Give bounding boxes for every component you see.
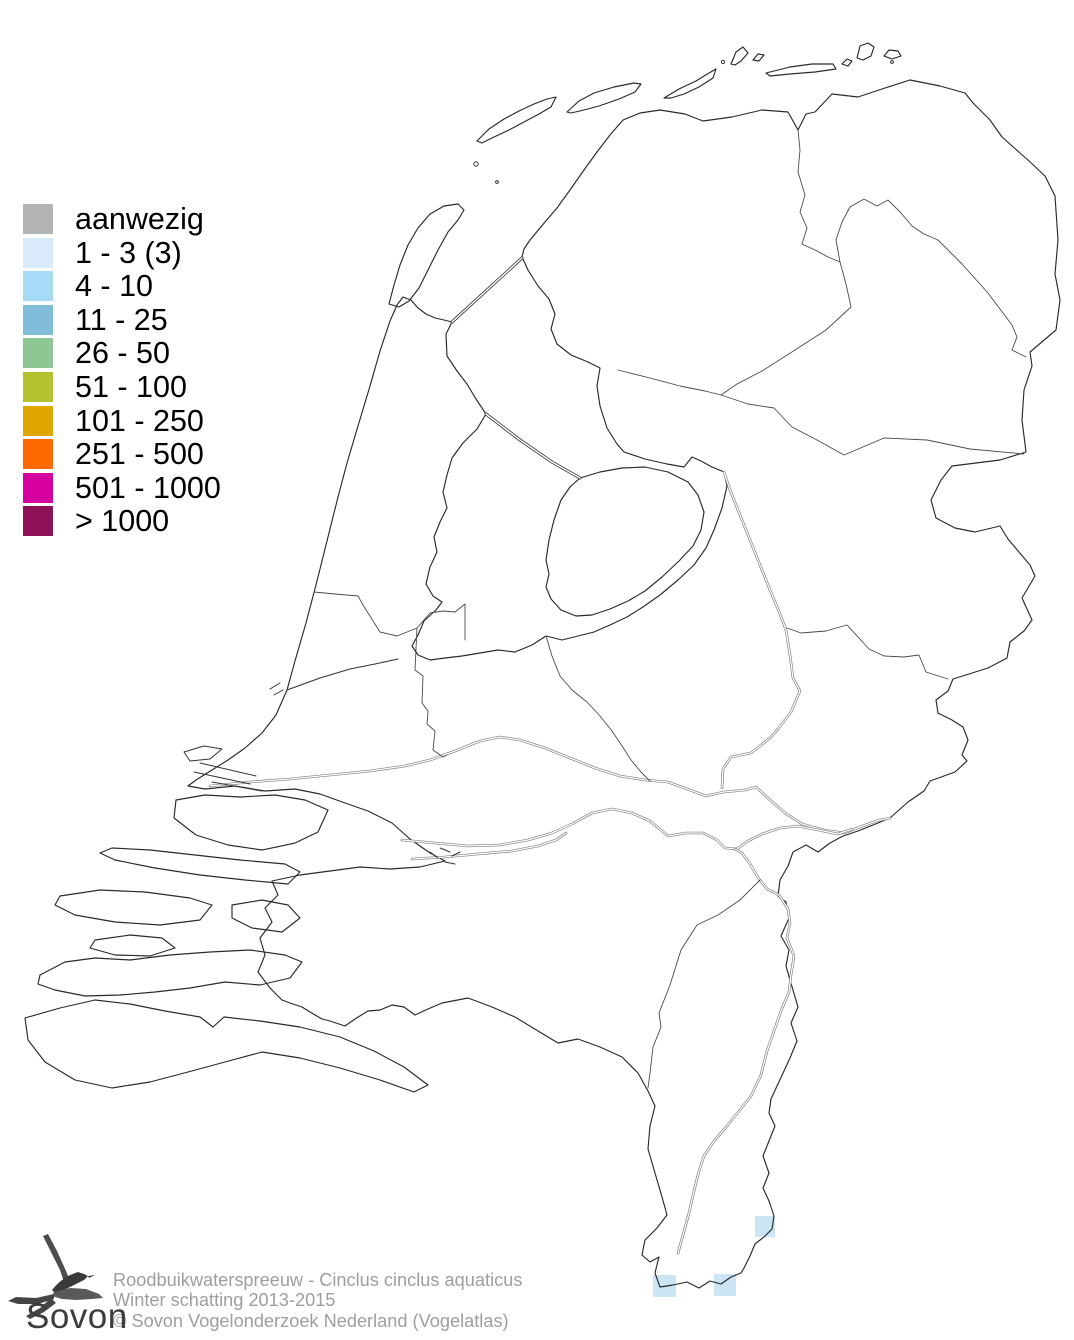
- border-friesland-overijssel: [617, 369, 722, 396]
- island-schouwen: [54, 889, 213, 926]
- legend-swatch: [23, 371, 53, 402]
- border-friesland-groningen: [797, 129, 841, 263]
- coastline-group: [187, 79, 1061, 1289]
- island-rottum: [841, 42, 902, 67]
- islet-dot: [890, 60, 894, 64]
- border-overijssel-gelderland: [786, 624, 949, 680]
- rivers: [208, 470, 892, 1255]
- houtribdijk-core: [485, 413, 581, 479]
- border-drenthe-overijssel: [720, 394, 1025, 456]
- island-terschelling: [566, 82, 642, 114]
- island-ameland: [663, 68, 717, 99]
- legend-item-label: 101 - 250: [75, 403, 204, 438]
- legend-item-label: 251 - 500: [75, 437, 204, 472]
- dikes: [450, 256, 582, 480]
- river-ijssel-core: [721, 471, 801, 789]
- river-maas-core: [677, 848, 795, 1254]
- river-bergsche-maas-core: [411, 832, 567, 860]
- legend-item-label: 26 - 50: [75, 336, 170, 371]
- legend: aanwezig 1 - 3 (3) 4 - 10 11 - 25 26 - 50 51 …: [23, 204, 221, 540]
- island-texel: [388, 203, 465, 308]
- legend-item-label: 1 - 3 (3): [75, 235, 182, 270]
- species-title: Roodbuikwaterspreeuw - Cinclus cinclus a…: [113, 1270, 523, 1290]
- noordzeekanaal: [286, 658, 399, 691]
- houtribdijk: [484, 412, 582, 480]
- legend-item-label: 51 - 100: [75, 369, 187, 404]
- river-maas: [676, 847, 796, 1255]
- river-waal-core: [401, 808, 853, 850]
- islet-dot: [720, 59, 726, 65]
- island-noord-beveland: [89, 934, 176, 957]
- biesbosch-marks: [429, 847, 461, 865]
- legend-item-label: 501 - 1000: [75, 470, 221, 505]
- legend-swatch: [23, 405, 53, 436]
- island-voorne-putten: [173, 794, 329, 851]
- legend-item-label: aanwezig: [75, 202, 204, 236]
- island-schiermonnikoog: [730, 46, 837, 77]
- map-details: [183, 682, 461, 865]
- legend-item: 101 - 250: [23, 403, 221, 438]
- legend-swatch: [23, 237, 53, 268]
- legend-swatch: [23, 204, 53, 234]
- islet-griend: [473, 161, 479, 167]
- legend-item: aanwezig: [23, 204, 221, 234]
- mainland-coastline: [187, 79, 1061, 1289]
- river-lek-rijn: [208, 735, 892, 835]
- border-brabant-limburg: [647, 879, 761, 1089]
- islet-dot: [495, 180, 499, 184]
- ijmuiden-piers: [269, 682, 284, 696]
- legend-item: 251 - 500: [23, 439, 221, 469]
- flevopolder-island: [545, 466, 705, 617]
- copyright-line: © Sovon Vogelonderzoek Nederland (Vogela…: [113, 1310, 509, 1331]
- legend-item-label: 4 - 10: [75, 269, 153, 304]
- legend-swatch: [23, 271, 53, 302]
- legend-item: 51 - 100: [23, 372, 221, 402]
- border-groningen-drenthe: [835, 198, 1027, 358]
- legend-item: 26 - 50: [23, 336, 221, 371]
- sovon-logo: Sovon: [8, 1234, 128, 1336]
- legend-item: 1 - 3 (3): [23, 235, 221, 270]
- island-vlieland: [476, 96, 557, 144]
- island-walcheren-beveland: [37, 949, 303, 997]
- legend-item: 11 - 25: [23, 305, 221, 335]
- border-utrecht-east: [545, 635, 651, 782]
- atlas-cell: [714, 1274, 736, 1296]
- legend-item: 4 - 10: [23, 271, 221, 301]
- island-goeree: [99, 847, 301, 885]
- legend-swatch: [23, 338, 53, 369]
- river-lek-rijn-core: [209, 736, 891, 834]
- legend-swatch: [23, 439, 53, 470]
- legend-swatch: [23, 472, 53, 503]
- rotterdam-harbor-marks: [183, 745, 263, 792]
- delta-islands: [24, 794, 429, 1093]
- survey-period: Winter schatting 2013-2015: [113, 1290, 336, 1311]
- border-utrecht-west: [414, 627, 448, 758]
- border-friesland-drenthe: [720, 261, 852, 396]
- logo-wordmark: Sovon: [26, 1297, 128, 1336]
- swallow-icon: [8, 1234, 103, 1319]
- legend-item: 501 - 1000: [23, 473, 221, 503]
- island-tholen: [231, 899, 301, 933]
- legend-item: > 1000: [23, 504, 221, 539]
- river-waal: [400, 807, 854, 851]
- wadden-islands: [388, 42, 902, 308]
- legend-item-label: 11 - 25: [75, 302, 168, 337]
- legend-swatch: [23, 304, 53, 335]
- province-borders: [313, 129, 1027, 1089]
- zeeuws-vlaanderen: [24, 999, 429, 1093]
- afsluitdijk-core: [451, 257, 523, 323]
- border-noordholland-zuidholland: [313, 591, 466, 641]
- river-ijssel: [720, 470, 802, 790]
- legend-swatch: [23, 506, 53, 537]
- map-caption: Roodbuikwaterspreeuw - Cinclus cinclus a…: [113, 1270, 522, 1331]
- legend-item-label: > 1000: [75, 504, 170, 539]
